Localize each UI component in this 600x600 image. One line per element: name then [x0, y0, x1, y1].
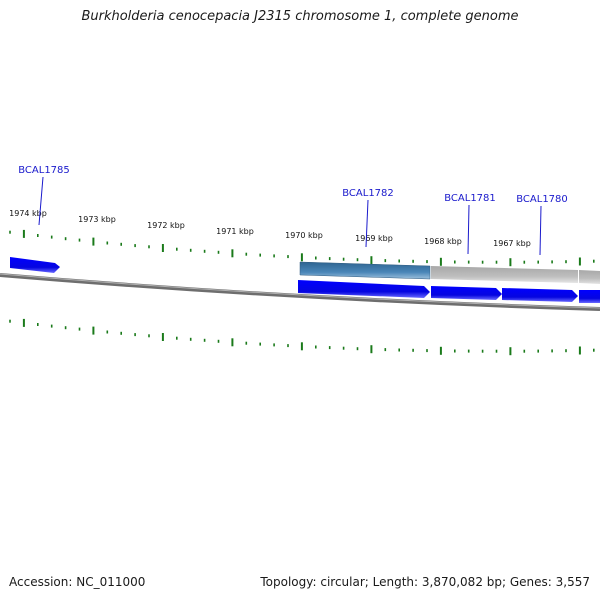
- tick-label: 1974 kbp: [9, 209, 47, 218]
- gene-feature-forward[interactable]: [10, 257, 60, 273]
- gene-label-bcal1781[interactable]: BCAL1781: [444, 193, 496, 204]
- tick-label: 1969 kbp: [355, 234, 393, 243]
- tick-label: 1968 kbp: [424, 237, 462, 246]
- gene-feature-forward[interactable]: [579, 290, 600, 303]
- gene-label-bcal1780[interactable]: BCAL1780: [516, 194, 568, 205]
- gene-label-leader: [539, 205, 542, 256]
- gene-feature-forward[interactable]: [298, 280, 430, 298]
- outer-tick-track: [9, 229, 595, 267]
- accession-text: Accession: NC_011000: [9, 575, 146, 589]
- tick-label: 1967 kbp: [493, 239, 531, 248]
- tick-label: 1970 kbp: [285, 231, 323, 240]
- tick-label: 1972 kbp: [147, 221, 185, 230]
- gene-feature-reverse[interactable]: [299, 261, 431, 280]
- gene-feature-reverse[interactable]: [431, 266, 578, 283]
- genome-summary-text: Topology: circular; Length: 3,870,082 bp…: [260, 575, 590, 589]
- gene-feature-reverse[interactable]: [579, 270, 600, 284]
- gene-label-leader: [365, 199, 369, 248]
- gene-label-leader: [38, 176, 44, 226]
- chromosome-backbone: [0, 273, 600, 311]
- chromosome-backbone-highlight: [0, 273, 600, 309]
- gene-label-bcal1785[interactable]: BCAL1785: [18, 165, 70, 176]
- map-title: Burkholderia cenocepacia J2315 chromosom…: [81, 9, 519, 24]
- gene-feature-forward[interactable]: [502, 288, 578, 302]
- gene-label-leader: [467, 204, 470, 255]
- tick-label: 1973 kbp: [78, 215, 116, 224]
- inner-tick-track: [9, 318, 595, 356]
- gene-feature-forward[interactable]: [431, 286, 502, 300]
- gene-label-bcal1782[interactable]: BCAL1782: [342, 188, 394, 199]
- tick-label: 1971 kbp: [216, 227, 254, 236]
